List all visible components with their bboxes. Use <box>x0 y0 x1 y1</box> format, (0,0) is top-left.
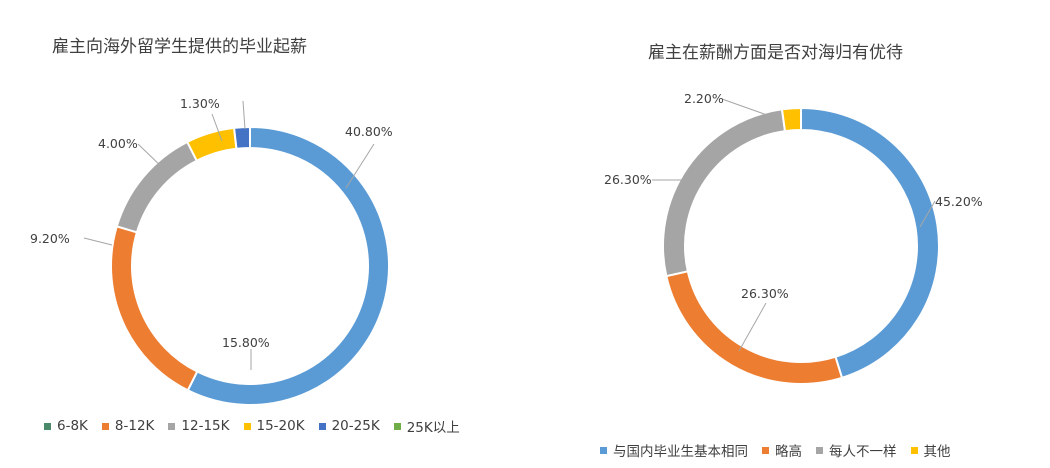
legend-swatch <box>393 422 401 430</box>
left-donut-chart: 40.80% 15.80% 9.20% 4.00% 1.30% <box>30 96 393 406</box>
leader-line <box>345 143 375 189</box>
left-chart-legend: 6-8K 8-12K 12-15K 15-20K 20-25K 25K以上 <box>44 416 474 436</box>
donut-slice-其他 <box>780 106 802 133</box>
legend-label: 每人不一样 <box>829 444 897 460</box>
legend-label: 6-8K <box>57 418 88 434</box>
data-label-12-15K: 15.80% <box>222 335 270 350</box>
data-label-8-12K: 40.80% <box>345 124 393 139</box>
donut-slice-25K以上 <box>232 125 251 150</box>
leader-line <box>211 113 223 142</box>
legend-item-略高: 略高 <box>762 440 802 460</box>
donut-slice-15-20K <box>115 140 199 234</box>
legend-item-6-8K: 6-8K <box>44 418 88 434</box>
data-label-略高: 26.30% <box>741 286 789 301</box>
right-chart-legend: 与国内毕业生基本相同 略高 每人不一样 其他 <box>600 440 965 460</box>
legend-label: 其他 <box>923 444 951 460</box>
legend-item-每人不一样: 每人不一样 <box>816 440 897 460</box>
right-donut-chart: 45.20% 26.30% 26.30% 2.20% <box>604 91 983 385</box>
legend-label: 20-25K <box>331 418 380 434</box>
legend-item-8-12K: 8-12K <box>101 418 155 434</box>
legend-item-25K以上: 25K以上 <box>393 416 460 436</box>
legend-swatch <box>910 446 918 454</box>
legend-item-其他: 其他 <box>910 440 951 460</box>
legend-item-15-20K: 15-20K <box>243 418 305 434</box>
donut-slice-20-25K <box>185 126 238 163</box>
donut-slice-与国内毕业生基本相同 <box>800 106 940 380</box>
leader-line <box>83 237 113 246</box>
leader-line <box>242 100 246 130</box>
leader-line <box>721 98 768 116</box>
data-label-15-20K: 9.20% <box>30 231 70 246</box>
legend-swatch <box>44 422 51 430</box>
legend-swatch <box>816 446 823 454</box>
legend-swatch <box>243 422 251 430</box>
legend-label: 8-12K <box>114 418 155 434</box>
data-label-20-25K: 4.00% <box>98 136 138 151</box>
donut-slice-每人不一样 <box>662 108 787 278</box>
legend-label: 略高 <box>775 444 802 460</box>
right-chart-title: 雇主在薪酬方面是否对海归有优待 <box>648 43 903 63</box>
data-label-25K以上: 1.30% <box>180 96 220 111</box>
legend-swatch <box>762 446 769 454</box>
data-label-每人不一样: 26.30% <box>604 172 652 187</box>
legend-item-与国内毕业生基本相同: 与国内毕业生基本相同 <box>600 440 748 460</box>
leader-line <box>738 302 767 352</box>
donut-slice-8-12K <box>186 125 390 406</box>
data-label-与国内毕业生基本相同: 45.20% <box>935 194 983 209</box>
legend-swatch <box>168 422 176 430</box>
leader-line <box>137 143 166 171</box>
legend-item-12-15K: 12-15K <box>168 418 230 434</box>
legend-swatch <box>600 446 607 454</box>
legend-swatch <box>318 422 326 430</box>
donut-slice-12-15K <box>110 225 199 392</box>
data-label-其他: 2.20% <box>684 91 724 106</box>
legend-label: 15-20K <box>256 418 305 434</box>
leader-line <box>919 200 936 228</box>
legend-label: 12-15K <box>181 418 230 434</box>
legend-label: 与国内毕业生基本相同 <box>613 444 748 460</box>
legend-swatch <box>101 422 109 430</box>
left-chart-title: 雇主向海外留学生提供的毕业起薪 <box>52 37 307 57</box>
legend-item-20-25K: 20-25K <box>318 418 380 434</box>
legend-label: 25K以上 <box>406 420 460 436</box>
